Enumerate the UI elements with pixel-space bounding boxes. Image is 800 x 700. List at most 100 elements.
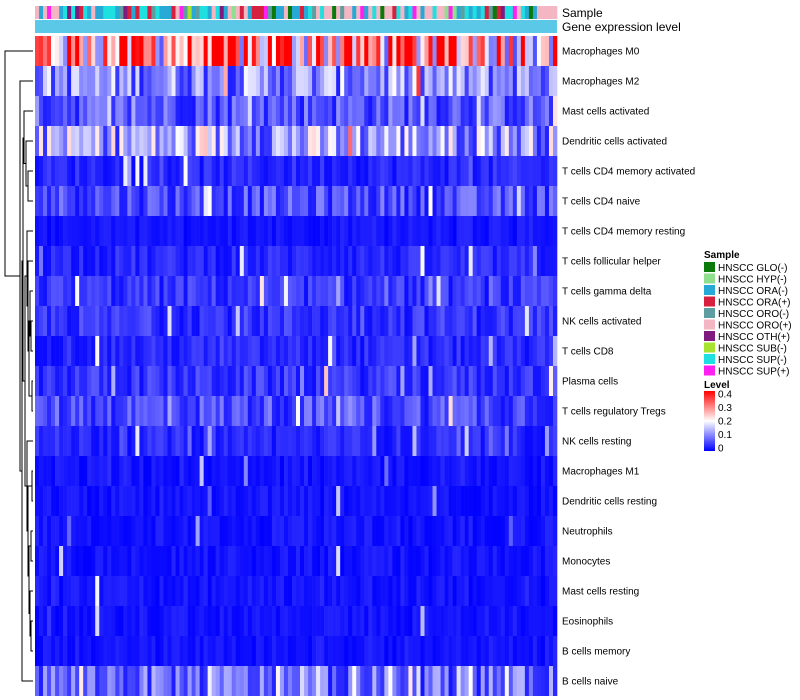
- heatmap-cell: [340, 276, 345, 306]
- heatmap-cell: [111, 576, 116, 606]
- heatmap-cell: [444, 186, 449, 216]
- heatmap-cell: [316, 546, 321, 576]
- heatmap-cell: [95, 306, 100, 336]
- heatmap-cell: [352, 366, 357, 396]
- heatmap-cell: [548, 336, 554, 366]
- heatmap-cell: [147, 306, 152, 336]
- heatmap-cell: [79, 516, 84, 546]
- heatmap-cell: [364, 246, 369, 276]
- heatmap-cell: [536, 276, 542, 306]
- heatmap-cell: [79, 156, 84, 186]
- heatmap-cell: [155, 366, 160, 396]
- heatmap-cell: [119, 36, 124, 66]
- heatmap-cell: [259, 546, 265, 576]
- heatmap-cell: [187, 486, 192, 516]
- heatmap-cell: [167, 366, 172, 396]
- heatmap-cell: [344, 246, 349, 276]
- heatmap-cell: [95, 426, 100, 456]
- heatmap-cell: [59, 36, 64, 66]
- heatmap-cell: [480, 606, 486, 636]
- heatmap-cell: [368, 246, 373, 276]
- heatmap-cell: [492, 336, 498, 366]
- heatmap-cell: [287, 36, 293, 66]
- heatmap-cell: [488, 216, 494, 246]
- heatmap-cell: [304, 426, 309, 456]
- row-label: NK cells activated: [562, 317, 641, 328]
- heatmap-cell: [283, 606, 289, 636]
- heatmap-cell: [528, 156, 534, 186]
- heatmap-cell: [408, 216, 413, 246]
- heatmap-cell: [167, 666, 172, 696]
- heatmap-cell: [63, 456, 68, 486]
- heatmap-cell: [356, 606, 361, 636]
- heatmap-cell: [251, 426, 257, 456]
- heatmap-cell: [392, 486, 397, 516]
- heatmap-cell: [95, 636, 100, 666]
- heatmap-cell: [127, 606, 132, 636]
- heatmap-cell: [484, 306, 490, 336]
- heatmap-cell: [39, 306, 44, 336]
- heatmap-cell: [103, 96, 108, 126]
- heatmap-cell: [536, 396, 542, 426]
- heatmap-cell: [119, 516, 124, 546]
- heatmap-cell: [91, 276, 96, 306]
- heatmap-cell: [271, 156, 277, 186]
- heatmap-cell: [103, 666, 108, 696]
- heatmap-cell: [324, 156, 329, 186]
- heatmap-cell: [516, 276, 522, 306]
- heatmap-cell: [87, 156, 92, 186]
- heatmap-cell: [119, 456, 124, 486]
- heatmap-cell: [287, 126, 293, 156]
- heatmap-cell: [159, 546, 164, 576]
- heatmap-cell: [47, 306, 52, 336]
- heatmap-cell: [444, 636, 449, 666]
- heatmap-cell: [231, 486, 237, 516]
- heatmap-cell: [55, 366, 60, 396]
- heatmap-cell: [452, 66, 457, 96]
- heatmap-cell: [340, 306, 345, 336]
- heatmap-cell: [420, 156, 425, 186]
- heatmap-cell: [480, 306, 486, 336]
- heatmap-cell: [263, 336, 269, 366]
- heatmap-cell: [480, 366, 486, 396]
- heatmap-cell: [115, 126, 120, 156]
- dendrogram-branch: [28, 545, 31, 614]
- heatmap-cell: [384, 486, 389, 516]
- heatmap-cell: [352, 336, 357, 366]
- heatmap-cell: [163, 456, 168, 486]
- heatmap-cell: [304, 606, 309, 636]
- heatmap-cell: [444, 426, 449, 456]
- heatmap-cell: [267, 636, 273, 666]
- heatmap-cell: [203, 276, 208, 306]
- heatmap-cell: [187, 336, 192, 366]
- heatmap-cell: [484, 186, 490, 216]
- heatmap-cell: [39, 336, 44, 366]
- heatmap-cell: [119, 246, 124, 276]
- heatmap-cell: [444, 246, 449, 276]
- heatmap-cell: [408, 186, 413, 216]
- heatmap-cell: [312, 66, 317, 96]
- row-label: Dendritic cells activated: [562, 137, 667, 148]
- heatmap-cell: [420, 426, 425, 456]
- heatmap-cell: [312, 366, 317, 396]
- heatmap-cell: [247, 96, 253, 126]
- heatmap-cell: [300, 66, 305, 96]
- heatmap-cell: [504, 426, 510, 456]
- heatmap-cell: [199, 126, 204, 156]
- heatmap-cell: [115, 456, 120, 486]
- row-label: NK cells resting: [562, 437, 631, 448]
- heatmap-cell: [392, 606, 397, 636]
- heatmap-cell: [528, 486, 534, 516]
- heatmap-cell: [548, 396, 554, 426]
- heatmap-cell: [520, 36, 526, 66]
- heatmap-cell: [111, 636, 116, 666]
- heatmap-cell: [215, 456, 221, 486]
- heatmap-cell: [296, 366, 301, 396]
- sample-annotation-cell: [412, 6, 417, 19]
- heatmap-cell: [552, 396, 558, 426]
- heatmap-cell: [51, 636, 56, 666]
- heatmap-cell: [320, 66, 325, 96]
- heatmap-cell: [316, 366, 321, 396]
- heatmap-cell: [179, 246, 184, 276]
- heatmap-cell: [287, 396, 293, 426]
